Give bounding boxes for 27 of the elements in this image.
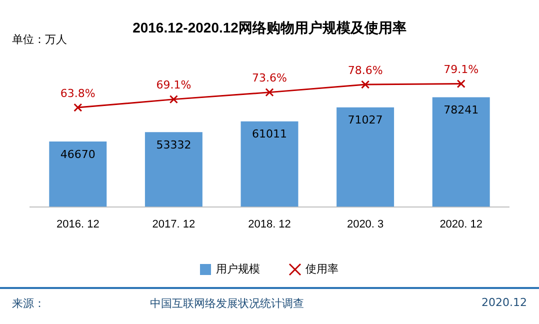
x-tick-label: 2020. 12 [440, 218, 483, 230]
text: 单位：万人 [12, 32, 67, 47]
data-label: 78.6% [348, 64, 383, 77]
data-label: 63.8% [60, 86, 96, 100]
text: 中国互联网络发展状况统计调查 [150, 296, 304, 311]
x-tick-label: 2018. 12 [248, 218, 291, 230]
x-tick-label: 2017. 12 [152, 218, 196, 230]
source-note: 来源： [12, 296, 45, 311]
data-label: 69.1% [156, 78, 192, 92]
bar [49, 141, 107, 207]
bar [432, 97, 490, 207]
data-label: 78241 [444, 104, 479, 117]
bar [336, 107, 394, 207]
bar [144, 132, 202, 207]
bar [240, 121, 298, 207]
legend-label: 使用率 [306, 262, 338, 276]
legend-label: 用户规模 [216, 262, 260, 276]
data-label: 79.1% [444, 63, 479, 76]
data-label: 53332 [156, 138, 192, 152]
data-label: 73.6% [252, 72, 287, 85]
data-label: 61011 [252, 128, 287, 141]
data-label: 71027 [348, 114, 383, 127]
x-tick-label: 2020. 3 [346, 218, 384, 230]
text: 2020.12 [482, 296, 527, 309]
data-label: 46670 [60, 148, 96, 161]
x-tick-label: 2016. 12 [56, 218, 100, 230]
chart-title: 2016.12-2020.12网络购物用户规模及使用率 [132, 19, 406, 36]
